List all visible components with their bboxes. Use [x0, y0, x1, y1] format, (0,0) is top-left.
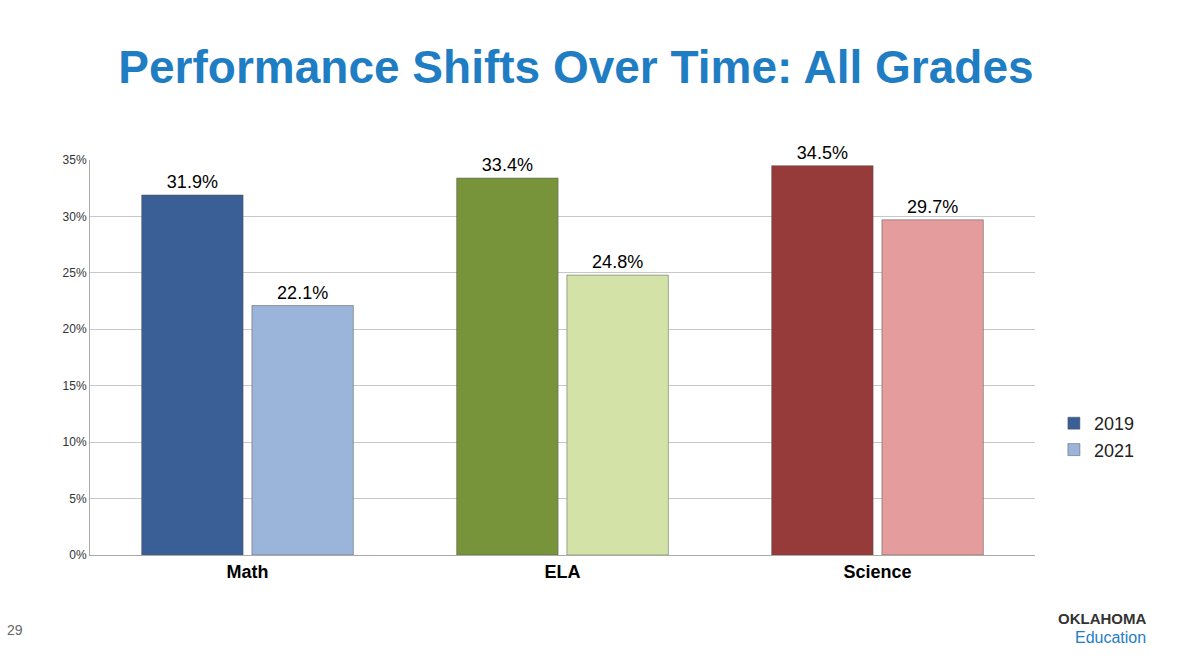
svg-text:24.8%: 24.8% — [592, 252, 643, 272]
svg-text:Education: Education — [1075, 629, 1146, 646]
svg-text:33.4%: 33.4% — [482, 155, 533, 175]
svg-text:OKLAHOMA: OKLAHOMA — [1058, 610, 1146, 627]
svg-text:29.7%: 29.7% — [907, 197, 958, 217]
svg-text:30%: 30% — [63, 210, 87, 224]
svg-text:Science: Science — [843, 562, 911, 582]
svg-text:Math: Math — [227, 562, 269, 582]
svg-text:2019: 2019 — [1094, 414, 1134, 434]
svg-text:34.5%: 34.5% — [797, 143, 848, 163]
svg-text:0%: 0% — [69, 548, 87, 562]
svg-text:20%: 20% — [63, 322, 87, 336]
svg-text:22.1%: 22.1% — [277, 283, 328, 303]
svg-text:31.9%: 31.9% — [167, 172, 218, 192]
svg-text:ELA: ELA — [545, 562, 581, 582]
svg-text:Performance Shifts Over Time:: Performance Shifts Over Time: All Grades — [118, 41, 1033, 93]
svg-text:5%: 5% — [69, 492, 87, 506]
svg-text:29: 29 — [7, 622, 23, 638]
svg-text:10%: 10% — [63, 435, 87, 449]
svg-text:15%: 15% — [63, 379, 87, 393]
svg-text:2021: 2021 — [1094, 441, 1134, 461]
svg-text:25%: 25% — [63, 266, 87, 280]
svg-text:35%: 35% — [63, 153, 87, 167]
